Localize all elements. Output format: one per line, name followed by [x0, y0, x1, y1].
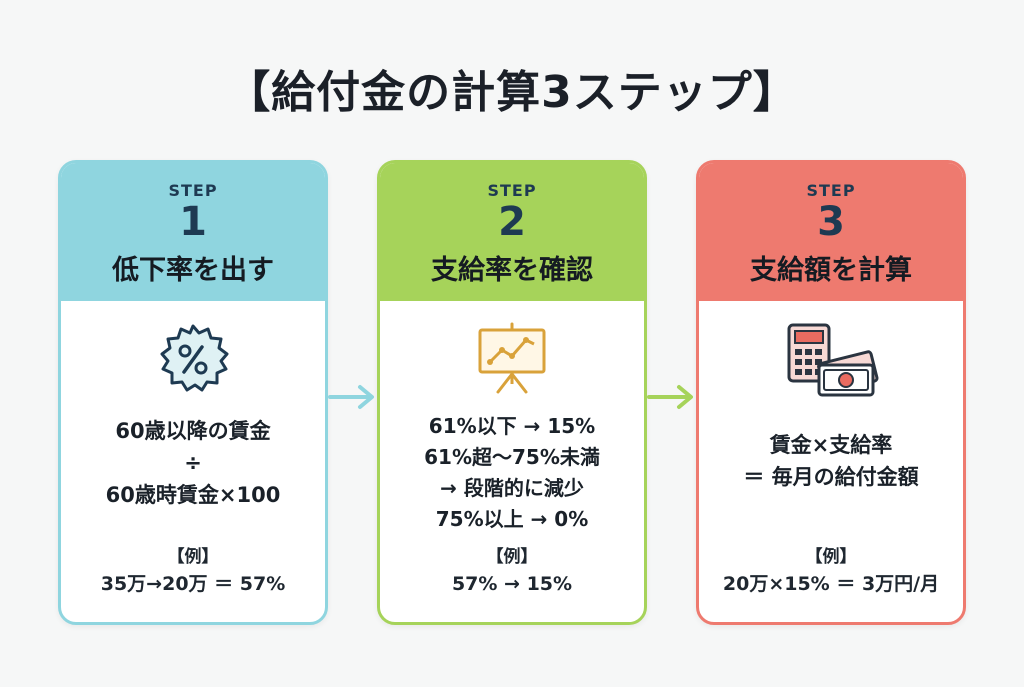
formula: 60歳以降の賃金 ÷ 60歳時賃金×100	[61, 415, 325, 511]
arrow-right-icon	[328, 385, 374, 409]
example-label: 【例】	[167, 547, 219, 567]
example-label: 【例】	[486, 547, 538, 567]
step-title: 低下率を出す	[112, 255, 274, 286]
page-title: 【給付金の計算3ステップ】	[226, 67, 798, 118]
chart-presentation-icon	[380, 319, 644, 399]
step-number: 1	[179, 199, 207, 245]
rate-rules: 61%以下 → 15% 61%超〜75%未満 → 段階的に減少 75%以上 → …	[380, 411, 644, 535]
rule-line: 61%超〜75%未満	[424, 445, 600, 469]
step-header-3: STEP 3 支給額を計算	[699, 163, 963, 301]
step-card-1: STEP 1 低下率を出す 60歳以降の賃金 ÷ 60歳時賃金×100 【例】 …	[58, 160, 328, 625]
arrow-right-icon	[647, 385, 693, 409]
payment-formula: 賃金×支給率 ＝ 毎月の給付金額	[699, 429, 963, 493]
example-value: 57% → 15%	[451, 573, 573, 595]
formula-line: 60歳以降の賃金	[115, 419, 271, 443]
calculator-money-icon	[699, 319, 963, 399]
rule-line: → 段階的に減少	[440, 476, 584, 500]
rule-line: 75%以上 → 0%	[435, 507, 589, 531]
example: 【例】 20万×15% ＝ 3万円/月	[699, 544, 963, 598]
example-label: 【例】	[805, 547, 857, 567]
formula-line: ＝ 毎月の給付金額	[743, 465, 919, 489]
step-number: 3	[817, 199, 845, 245]
percent-badge-icon	[61, 319, 325, 399]
example-value: 35万→20万 ＝ 57%	[100, 573, 286, 595]
step-label: STEP	[168, 181, 218, 200]
step-header-2: STEP 2 支給率を確認	[380, 163, 644, 301]
formula-line: 60歳時賃金×100	[105, 483, 281, 507]
example: 【例】 35万→20万 ＝ 57%	[61, 544, 325, 598]
step-label: STEP	[487, 181, 537, 200]
step-title: 支給率を確認	[431, 255, 593, 286]
step-card-3: STEP 3 支給額を計算	[696, 160, 966, 625]
example-value: 20万×15% ＝ 3万円/月	[722, 573, 940, 595]
formula-line: ÷	[184, 451, 202, 475]
formula-line: 賃金×支給率	[769, 433, 893, 457]
step-title: 支給額を計算	[750, 255, 912, 286]
step-card-2: STEP 2 支給率を確認 61%以下 → 15% 61%超〜75%未満 → 段…	[377, 160, 647, 625]
example: 【例】 57% → 15%	[380, 544, 644, 598]
step-header-1: STEP 1 低下率を出す	[61, 163, 325, 301]
rule-line: 61%以下 → 15%	[428, 414, 596, 438]
step-label: STEP	[806, 181, 856, 200]
step-number: 2	[498, 199, 526, 245]
